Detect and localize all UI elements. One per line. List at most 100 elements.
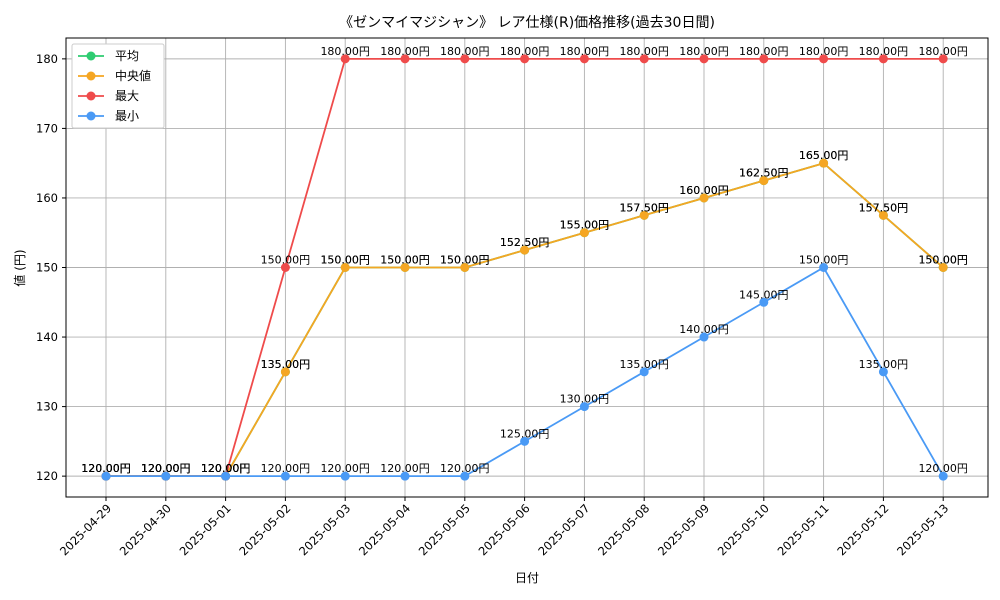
data-point-最小 xyxy=(460,471,470,481)
data-point-最小 xyxy=(759,297,769,307)
data-label-最小: 120.00円 xyxy=(440,462,490,475)
data-label-平均: 162.50円 xyxy=(739,167,789,180)
data-label-最小: 135.00円 xyxy=(859,358,909,371)
data-label-最小: 120.00円 xyxy=(320,462,370,475)
data-point-最大 xyxy=(699,54,709,64)
data-label-最大: 180.00円 xyxy=(440,45,490,58)
data-point-最小 xyxy=(520,436,530,446)
data-point-最小 xyxy=(400,471,410,481)
data-point-最小 xyxy=(938,471,948,481)
legend-label: 中央値 xyxy=(115,68,151,83)
data-label-平均: 152.50円 xyxy=(500,236,550,249)
data-label-最大: 120.00円 xyxy=(201,462,251,475)
data-point-最大 xyxy=(579,54,589,64)
data-point-中央値 xyxy=(699,193,709,203)
data-point-中央値 xyxy=(639,210,649,220)
data-label-中央値: 120.00円 xyxy=(81,462,131,475)
data-label-平均: 165.00円 xyxy=(799,149,849,162)
data-labels-layer: 120.00円 120.00円 120.00円 135.00円 150.00円 150.0… xyxy=(81,45,968,475)
data-point-中央値 xyxy=(520,245,530,255)
legend-label: 平均 xyxy=(115,49,139,63)
data-label-平均: 150.00円 xyxy=(440,254,490,267)
data-label-中央値: 152.50円 xyxy=(500,236,550,249)
data-label-最小: 120.00円 xyxy=(201,462,251,475)
data-point-中央値 xyxy=(938,263,948,272)
data-label-最大: 180.00円 xyxy=(739,45,789,58)
data-label-中央値: 150.00円 xyxy=(380,254,430,267)
data-label-最小: 145.00円 xyxy=(739,288,789,301)
data-label-最大: 180.00円 xyxy=(799,45,849,58)
y-tick-label: 160 xyxy=(36,191,58,205)
data-label-平均: 120.00円 xyxy=(141,462,191,475)
data-point-中央値 xyxy=(759,176,769,186)
data-label-平均: 120.00円 xyxy=(201,462,251,475)
data-label-最大: 180.00円 xyxy=(380,45,430,58)
y-tick-label: 140 xyxy=(36,330,58,344)
data-point-最大 xyxy=(280,263,290,272)
data-label-最小: 120.00円 xyxy=(261,462,311,475)
data-point-最大 xyxy=(938,54,948,64)
data-label-中央値: 160.00円 xyxy=(679,184,729,197)
data-point-最小 xyxy=(579,402,589,412)
data-label-平均: 135.00円 xyxy=(261,358,311,371)
data-point-最大 xyxy=(639,54,649,64)
data-point-中央値 xyxy=(460,263,470,272)
data-label-最大: 180.00円 xyxy=(320,45,370,58)
data-label-最小: 150.00円 xyxy=(799,254,849,267)
legend-label: 最大 xyxy=(115,89,139,103)
data-label-平均: 150.00円 xyxy=(380,254,430,267)
data-point-最大 xyxy=(400,54,410,64)
data-label-平均: 150.00円 xyxy=(918,254,968,267)
y-tick-label: 150 xyxy=(36,261,58,275)
data-label-中央値: 135.00円 xyxy=(261,358,311,371)
data-point-最大 xyxy=(819,54,829,64)
legend-box xyxy=(71,43,165,129)
data-label-最大: 120.00円 xyxy=(81,462,131,475)
data-point-最小 xyxy=(699,332,709,342)
data-label-最大: 180.00円 xyxy=(500,45,550,58)
data-label-最大: 180.00円 xyxy=(859,45,909,58)
legend-marker xyxy=(86,51,96,61)
data-point-中央値 xyxy=(340,263,350,272)
data-label-最小: 120.00円 xyxy=(918,462,968,475)
data-label-最小: 120.00円 xyxy=(380,462,430,475)
data-point-最大 xyxy=(340,54,350,64)
data-point-最小 xyxy=(340,471,350,481)
chart-title: 《ゼンマイマジシャン》 レア仕様(R)価格推移(過去30日間) xyxy=(339,15,715,31)
data-label-最大: 180.00円 xyxy=(918,45,968,58)
data-label-平均: 157.50円 xyxy=(859,201,909,214)
data-point-最小 xyxy=(221,471,231,481)
y-axis-ticks: 120 130 140 150 160 170 180 xyxy=(36,52,66,483)
data-label-中央値: 155.00円 xyxy=(560,219,610,232)
data-point-最小 xyxy=(819,263,829,272)
data-label-最小: 130.00円 xyxy=(560,393,610,406)
data-label-中央値: 120.00円 xyxy=(201,462,251,475)
data-label-中央値: 150.00円 xyxy=(918,254,968,267)
data-label-最小: 135.00円 xyxy=(619,358,669,371)
data-label-最小: 125.00円 xyxy=(500,427,550,440)
x-axis-label: 日付 xyxy=(515,571,539,585)
data-label-中央値: 165.00円 xyxy=(799,149,849,162)
data-point-最大 xyxy=(520,54,530,64)
data-point-最大 xyxy=(759,54,769,64)
data-point-最小 xyxy=(639,367,649,377)
data-point-中央値 xyxy=(878,210,888,220)
data-label-平均: 155.00円 xyxy=(560,219,610,232)
data-label-最大: 180.00円 xyxy=(679,45,729,58)
data-label-最小: 120.00円 xyxy=(81,462,131,475)
data-point-中央値 xyxy=(280,367,290,377)
data-label-中央値: 120.00円 xyxy=(141,462,191,475)
data-label-中央値: 150.00円 xyxy=(320,254,370,267)
legend-marker xyxy=(86,91,96,101)
data-label-平均: 150.00円 xyxy=(320,254,370,267)
data-point-最大 xyxy=(878,54,888,64)
data-label-平均: 120.00円 xyxy=(81,462,131,475)
data-label-中央値: 150.00円 xyxy=(440,254,490,267)
data-point-中央値 xyxy=(819,158,829,168)
data-label-最大: 180.00円 xyxy=(560,45,610,58)
data-label-最大: 180.00円 xyxy=(619,45,669,58)
